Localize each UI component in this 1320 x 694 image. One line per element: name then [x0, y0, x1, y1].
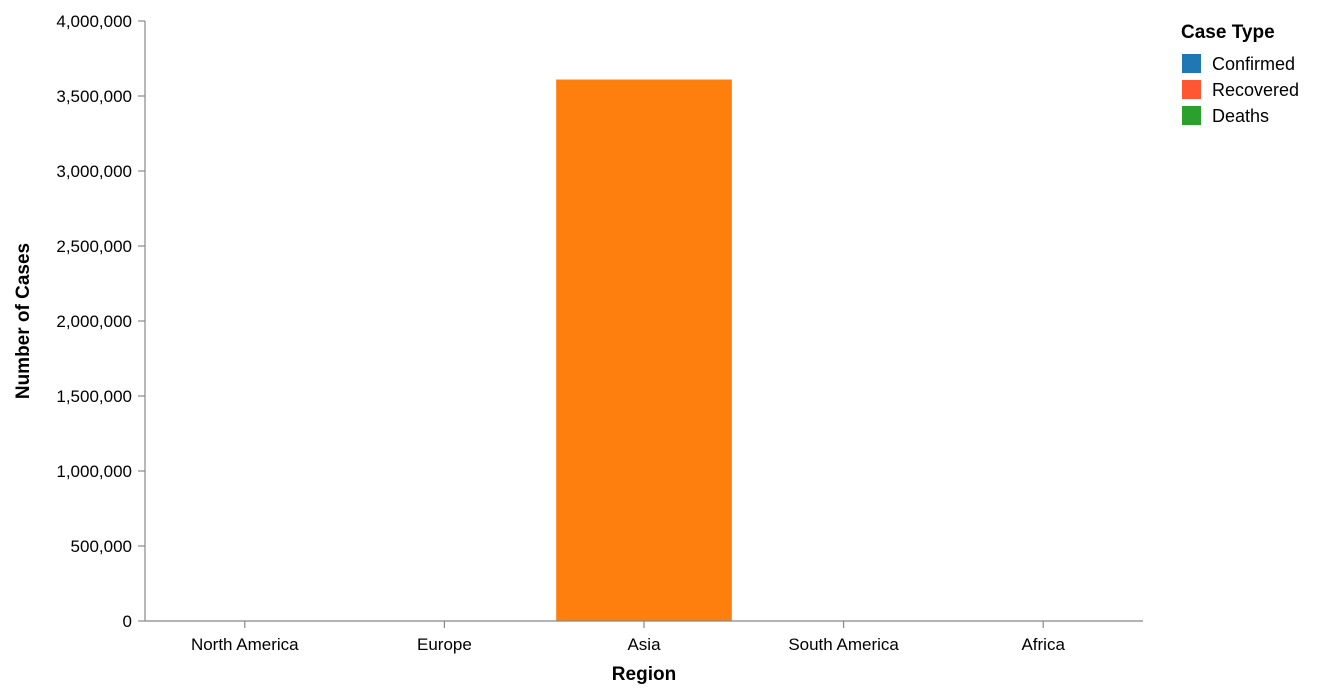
legend-title: Case Type	[1181, 22, 1275, 43]
y-tick-label: 1,000,000	[56, 462, 132, 481]
plot-area	[556, 79, 732, 621]
x-tick-label: North America	[191, 635, 299, 654]
legend-label-deaths: Deaths	[1212, 106, 1269, 126]
y-axis: 0 500,000 1,000,000 1,500,000 2,000,000 2,500…	[56, 12, 146, 631]
y-tick-label: 3,000,000	[56, 162, 132, 181]
y-tick-label: 500,000	[71, 537, 132, 556]
y-axis-title: Number of Cases	[13, 243, 34, 399]
y-tick-label: 4,000,000	[56, 12, 132, 31]
x-tick-label: Asia	[627, 635, 661, 654]
x-tick-label: Europe	[417, 635, 472, 654]
x-axis: North America Europe Asia South America Afri…	[145, 620, 1143, 654]
y-tick-label: 1,500,000	[56, 387, 132, 406]
legend-label-confirmed: Confirmed	[1212, 54, 1295, 74]
legend-swatch-recovered	[1182, 80, 1201, 99]
x-tick-label: Africa	[1021, 635, 1065, 654]
y-tick-label: 3,500,000	[56, 87, 132, 106]
legend-label-recovered: Recovered	[1212, 80, 1299, 100]
x-axis-title: Region	[612, 664, 676, 685]
legend-swatch-deaths	[1182, 106, 1201, 125]
x-tick-label: South America	[788, 635, 899, 654]
y-tick-label: 2,000,000	[56, 312, 132, 331]
legend: Case Type Confirmed Recovered Deaths	[1181, 22, 1299, 126]
legend-swatch-confirmed	[1182, 54, 1201, 73]
y-tick-label: 2,500,000	[56, 237, 132, 256]
y-tick-label: 0	[123, 612, 132, 631]
bar-asia	[556, 79, 732, 621]
